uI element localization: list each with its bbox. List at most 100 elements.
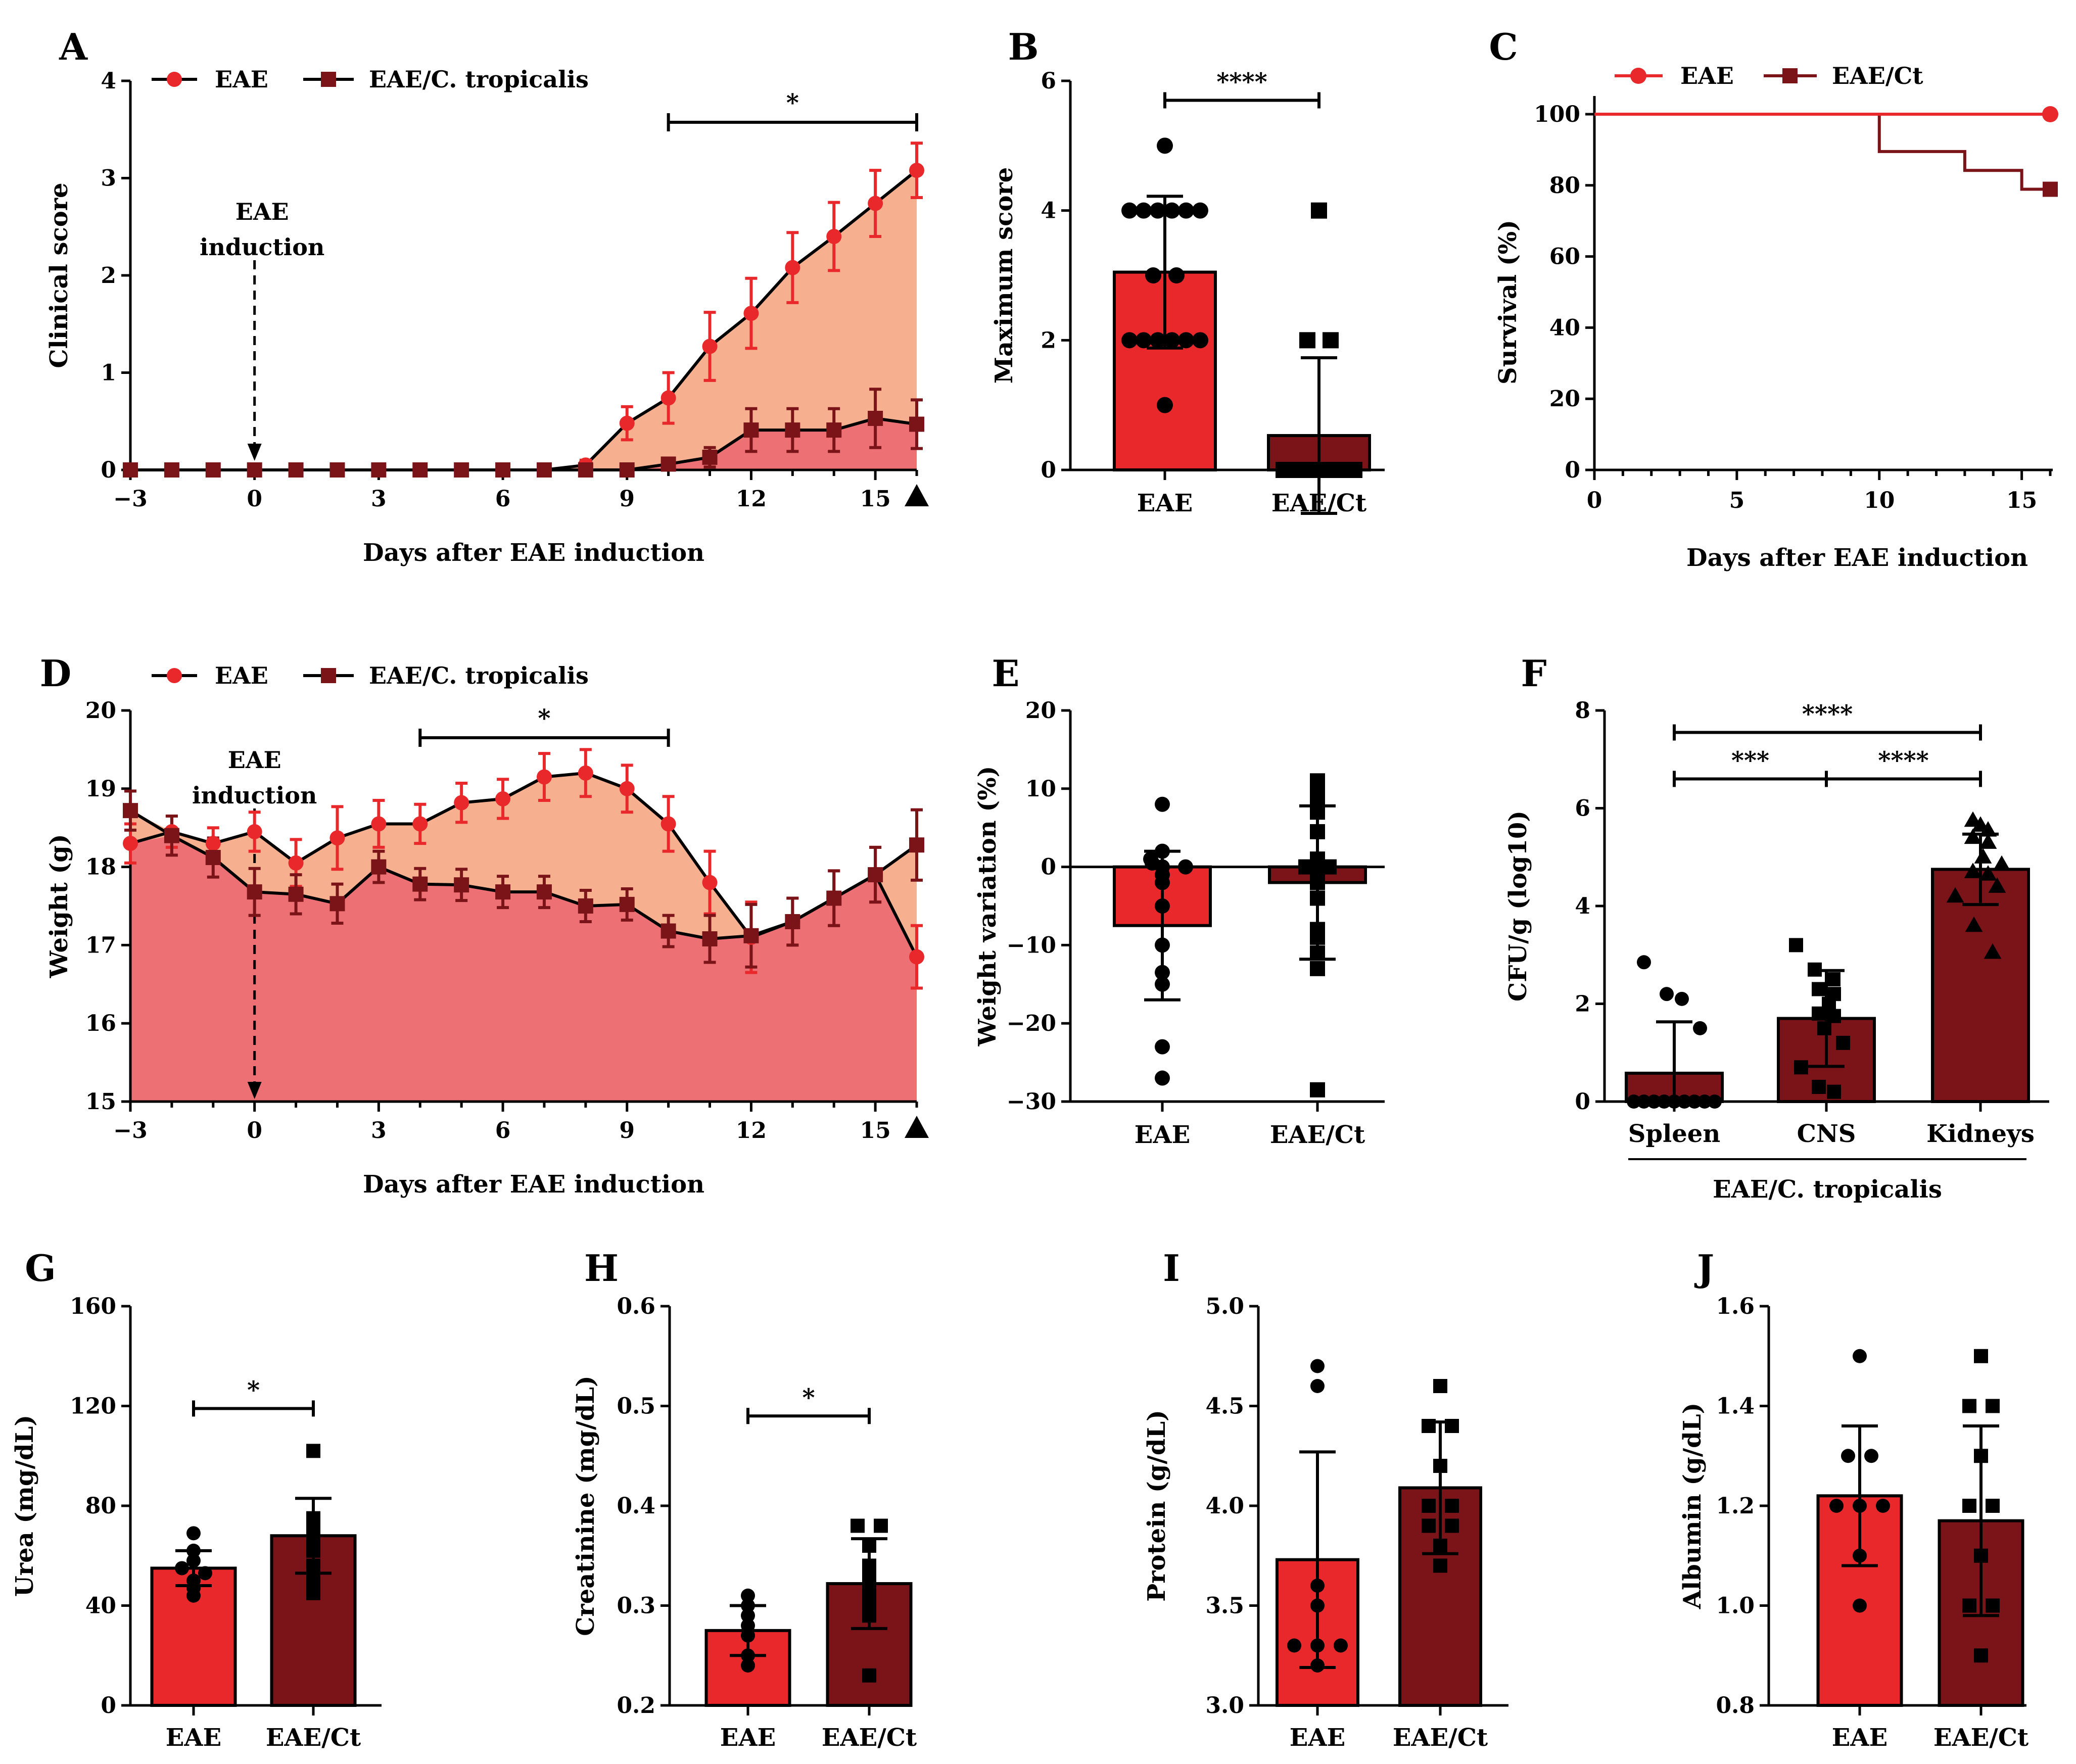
y-tick-label: 40 bbox=[85, 1593, 116, 1619]
annotation-text: EAE bbox=[235, 198, 289, 225]
data-point bbox=[1657, 1094, 1671, 1109]
y-tick-label: −20 bbox=[1007, 1011, 1056, 1036]
y-tick-label: 15 bbox=[85, 1089, 116, 1115]
y-tick-label: 20 bbox=[1549, 386, 1580, 412]
y-tick-label: 3.0 bbox=[1205, 1693, 1244, 1719]
legend-label-eae: EAE bbox=[1680, 62, 1734, 89]
data-point bbox=[874, 1518, 888, 1533]
data-point-eae bbox=[826, 229, 842, 244]
data-point bbox=[306, 1558, 320, 1573]
data-point bbox=[1964, 863, 1982, 878]
panel-b: 0 2 4 6 Maximum score EAE EAE/Ct **** bbox=[990, 68, 1385, 517]
data-point bbox=[1155, 875, 1170, 890]
data-point-eae bbox=[288, 855, 304, 871]
x-tick-label: EAE/Ct bbox=[1933, 1724, 2028, 1752]
y-tick-label: 2 bbox=[1041, 327, 1056, 353]
data-point bbox=[1310, 1359, 1325, 1373]
legend-marker-eae bbox=[167, 668, 182, 683]
panel-f: 0 2 4 6 8 CFU/g (log10) Spleen CNS Kidneys EAE/C.… bbox=[1504, 698, 2049, 1204]
data-point-eae-ct bbox=[660, 456, 676, 472]
data-point-eae-ct bbox=[495, 462, 511, 478]
data-point-eae bbox=[247, 824, 262, 839]
data-point-eae-ct bbox=[536, 462, 552, 478]
data-point bbox=[1974, 848, 1992, 864]
data-point bbox=[1660, 987, 1674, 1002]
data-point-eae-ct bbox=[247, 884, 262, 900]
data-point bbox=[1310, 1638, 1325, 1653]
data-point bbox=[1310, 961, 1325, 976]
data-point bbox=[1993, 855, 2011, 871]
annotation-text: induction bbox=[200, 233, 324, 261]
data-point-eae bbox=[495, 791, 511, 806]
data-point bbox=[1974, 1449, 1988, 1463]
data-point bbox=[198, 1566, 212, 1581]
panel-j: 0.8 1.0 1.2 1.4 1.6 Albumin (g/dL) EAE EAE/Ct bbox=[1678, 1294, 2028, 1752]
panel-i: 3.0 3.5 4.0 4.5 5.0 Protein (g/dL) EAE EAE/Ct bbox=[1143, 1294, 1508, 1752]
significance-label: **** bbox=[1216, 68, 1267, 97]
data-point bbox=[1829, 1499, 1844, 1513]
data-point-eae-ct bbox=[2043, 181, 2058, 197]
legend-label-eae-ct: EAE/C. tropicalis bbox=[369, 66, 589, 93]
data-point bbox=[1827, 1009, 1841, 1023]
data-point bbox=[1687, 1094, 1702, 1109]
y-tick-label: 160 bbox=[70, 1294, 116, 1319]
annotation-text: EAE bbox=[228, 746, 281, 774]
data-point-eae-ct bbox=[578, 898, 593, 914]
data-point-eae-ct bbox=[702, 449, 718, 465]
data-point bbox=[1974, 1548, 1988, 1563]
data-point bbox=[1979, 821, 1997, 837]
data-point bbox=[1168, 267, 1185, 283]
data-point-eae-ct bbox=[329, 462, 345, 478]
y-tick-label: 5.0 bbox=[1205, 1294, 1244, 1319]
y-axis-label: Weight variation (%) bbox=[973, 766, 1002, 1047]
data-point-eae bbox=[536, 769, 552, 785]
legend-marker-eae-ct bbox=[321, 72, 336, 87]
data-point-eae bbox=[660, 390, 676, 406]
data-point-eae-ct bbox=[702, 931, 718, 947]
data-point bbox=[1422, 1518, 1436, 1533]
data-point-eae-ct bbox=[371, 859, 387, 875]
y-tick-label: 0 bbox=[1041, 854, 1056, 880]
x-tick-label: 0 bbox=[247, 486, 262, 512]
bar-kidneys bbox=[1931, 868, 2030, 1103]
data-point bbox=[862, 1668, 876, 1683]
data-point-eae-ct bbox=[868, 410, 883, 426]
data-point bbox=[1445, 1499, 1459, 1513]
data-point bbox=[306, 1574, 320, 1588]
data-point bbox=[1155, 796, 1170, 812]
x-tick-label: EAE bbox=[1290, 1724, 1345, 1752]
y-axis-label: Albumin (g/dL) bbox=[1678, 1403, 1707, 1609]
y-tick-label: 4.0 bbox=[1205, 1493, 1244, 1519]
x-tick-label: 9 bbox=[619, 486, 635, 512]
data-point bbox=[1853, 1349, 1867, 1363]
data-point bbox=[1164, 332, 1180, 349]
y-tick-label: −30 bbox=[1007, 1089, 1056, 1115]
data-point bbox=[1155, 937, 1170, 953]
data-point-eae bbox=[371, 816, 387, 832]
x-tick-label: −3 bbox=[113, 1118, 147, 1143]
data-point bbox=[1962, 1499, 1976, 1513]
data-point bbox=[1164, 202, 1180, 219]
significance-label: * bbox=[802, 1384, 815, 1412]
x-tick-label: 10 bbox=[1864, 488, 1895, 513]
data-point-eae-ct bbox=[247, 462, 262, 478]
panel-h: 0.2 0.3 0.4 0.5 0.6 Creatinine (mg/dL) EAE EAE/… bbox=[572, 1294, 917, 1752]
panel-label-a: A bbox=[59, 25, 88, 68]
x-tick-label: EAE/Ct bbox=[1393, 1724, 1488, 1752]
data-point bbox=[1827, 1084, 1841, 1099]
x-tick-label: EAE bbox=[1137, 489, 1193, 517]
legend-label-eae-ct: EAE/Ct bbox=[1832, 62, 1923, 89]
y-tick-label: 1 bbox=[101, 360, 116, 386]
panel-label-e: E bbox=[992, 652, 1020, 695]
y-tick-label: 4 bbox=[1575, 893, 1590, 919]
y-tick-label: 2 bbox=[101, 263, 116, 289]
panel-label-j: J bbox=[1694, 1247, 1714, 1290]
data-point bbox=[1121, 332, 1138, 349]
data-point bbox=[1962, 1399, 1976, 1413]
data-point-eae-ct bbox=[454, 877, 469, 893]
data-point bbox=[175, 1561, 189, 1576]
data-point-eae-ct bbox=[123, 462, 138, 478]
data-point bbox=[1155, 1070, 1170, 1086]
y-tick-label: 19 bbox=[85, 776, 116, 802]
data-point bbox=[186, 1588, 201, 1603]
